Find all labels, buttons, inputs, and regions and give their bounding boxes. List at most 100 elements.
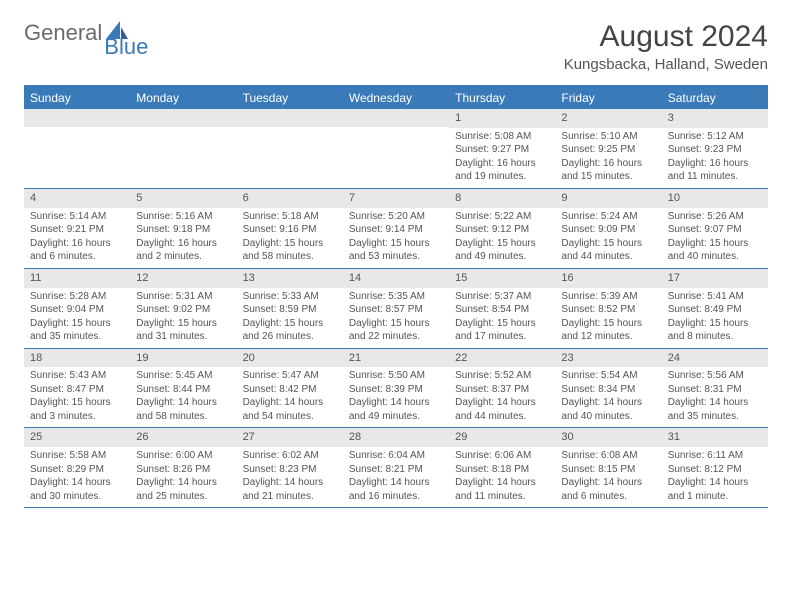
day-content: Sunrise: 5:45 AMSunset: 8:44 PMDaylight:… [130, 367, 236, 427]
day-line: Sunrise: 5:35 AM [349, 290, 443, 304]
day-line: Sunrise: 5:45 AM [136, 369, 230, 383]
weekday-header: Friday [555, 87, 661, 109]
day-content: Sunrise: 5:54 AMSunset: 8:34 PMDaylight:… [555, 367, 661, 427]
day-line: Sunset: 8:39 PM [349, 383, 443, 397]
day-cell [237, 109, 343, 188]
day-number: 19 [130, 349, 236, 368]
weekday-header-row: SundayMondayTuesdayWednesdayThursdayFrid… [24, 87, 768, 109]
day-number: 5 [130, 189, 236, 208]
day-line: Sunrise: 5:14 AM [30, 210, 124, 224]
day-number: 8 [449, 189, 555, 208]
day-content: Sunrise: 5:33 AMSunset: 8:59 PMDaylight:… [237, 288, 343, 348]
day-line: Daylight: 14 hours and 44 minutes. [455, 396, 549, 423]
day-line: Sunset: 9:09 PM [561, 223, 655, 237]
day-cell: 23Sunrise: 5:54 AMSunset: 8:34 PMDayligh… [555, 349, 661, 428]
day-line: Daylight: 15 hours and 53 minutes. [349, 237, 443, 264]
day-number: 26 [130, 428, 236, 447]
day-content: Sunrise: 5:10 AMSunset: 9:25 PMDaylight:… [555, 128, 661, 188]
day-content: Sunrise: 5:47 AMSunset: 8:42 PMDaylight:… [237, 367, 343, 427]
weekday-header: Tuesday [237, 87, 343, 109]
day-number-empty [24, 109, 130, 127]
day-content: Sunrise: 5:14 AMSunset: 9:21 PMDaylight:… [24, 208, 130, 268]
day-line: Sunset: 8:44 PM [136, 383, 230, 397]
day-number-empty [130, 109, 236, 127]
day-number: 16 [555, 269, 661, 288]
day-line: Sunrise: 5:08 AM [455, 130, 549, 144]
day-line: Sunrise: 5:31 AM [136, 290, 230, 304]
day-content: Sunrise: 5:41 AMSunset: 8:49 PMDaylight:… [662, 288, 768, 348]
day-line: Sunset: 8:23 PM [243, 463, 337, 477]
day-line: Sunset: 9:14 PM [349, 223, 443, 237]
day-line: Sunrise: 5:47 AM [243, 369, 337, 383]
day-number: 7 [343, 189, 449, 208]
day-line: Sunrise: 5:22 AM [455, 210, 549, 224]
day-cell: 18Sunrise: 5:43 AMSunset: 8:47 PMDayligh… [24, 349, 130, 428]
day-cell: 25Sunrise: 5:58 AMSunset: 8:29 PMDayligh… [24, 428, 130, 507]
day-number: 3 [662, 109, 768, 128]
day-line: Daylight: 14 hours and 58 minutes. [136, 396, 230, 423]
day-line: Daylight: 14 hours and 25 minutes. [136, 476, 230, 503]
page-title: August 2024 [564, 20, 768, 54]
day-line: Daylight: 14 hours and 1 minute. [668, 476, 762, 503]
day-line: Daylight: 15 hours and 3 minutes. [30, 396, 124, 423]
day-line: Sunrise: 5:50 AM [349, 369, 443, 383]
day-number: 25 [24, 428, 130, 447]
day-line: Sunset: 8:21 PM [349, 463, 443, 477]
day-line: Sunset: 9:07 PM [668, 223, 762, 237]
day-line: Sunrise: 5:24 AM [561, 210, 655, 224]
day-number: 24 [662, 349, 768, 368]
weekday-header: Thursday [449, 87, 555, 109]
day-line: Sunset: 9:18 PM [136, 223, 230, 237]
day-cell [130, 109, 236, 188]
day-content: Sunrise: 5:35 AMSunset: 8:57 PMDaylight:… [343, 288, 449, 348]
day-cell: 5Sunrise: 5:16 AMSunset: 9:18 PMDaylight… [130, 189, 236, 268]
day-line: Sunset: 9:25 PM [561, 143, 655, 157]
day-cell: 8Sunrise: 5:22 AMSunset: 9:12 PMDaylight… [449, 189, 555, 268]
day-line: Sunrise: 6:08 AM [561, 449, 655, 463]
day-line: Daylight: 14 hours and 30 minutes. [30, 476, 124, 503]
week-row: 4Sunrise: 5:14 AMSunset: 9:21 PMDaylight… [24, 189, 768, 269]
day-line: Daylight: 16 hours and 2 minutes. [136, 237, 230, 264]
weekday-header: Wednesday [343, 87, 449, 109]
day-cell: 2Sunrise: 5:10 AMSunset: 9:25 PMDaylight… [555, 109, 661, 188]
day-content: Sunrise: 6:00 AMSunset: 8:26 PMDaylight:… [130, 447, 236, 507]
day-line: Sunrise: 5:18 AM [243, 210, 337, 224]
day-number: 22 [449, 349, 555, 368]
day-number: 4 [24, 189, 130, 208]
day-cell [24, 109, 130, 188]
day-line: Sunrise: 6:06 AM [455, 449, 549, 463]
day-line: Sunset: 8:15 PM [561, 463, 655, 477]
day-line: Sunset: 8:18 PM [455, 463, 549, 477]
day-line: Sunrise: 6:04 AM [349, 449, 443, 463]
logo: General Blue [24, 20, 176, 46]
day-line: Sunset: 8:37 PM [455, 383, 549, 397]
day-content: Sunrise: 5:50 AMSunset: 8:39 PMDaylight:… [343, 367, 449, 427]
weekday-header: Monday [130, 87, 236, 109]
day-number: 6 [237, 189, 343, 208]
day-line: Sunset: 8:31 PM [668, 383, 762, 397]
weekday-header: Saturday [662, 87, 768, 109]
day-content: Sunrise: 5:18 AMSunset: 9:16 PMDaylight:… [237, 208, 343, 268]
day-line: Daylight: 14 hours and 11 minutes. [455, 476, 549, 503]
day-cell: 11Sunrise: 5:28 AMSunset: 9:04 PMDayligh… [24, 269, 130, 348]
day-cell: 30Sunrise: 6:08 AMSunset: 8:15 PMDayligh… [555, 428, 661, 507]
day-line: Daylight: 15 hours and 44 minutes. [561, 237, 655, 264]
day-line: Sunset: 9:12 PM [455, 223, 549, 237]
day-number: 9 [555, 189, 661, 208]
day-number: 30 [555, 428, 661, 447]
day-line: Daylight: 15 hours and 8 minutes. [668, 317, 762, 344]
location-text: Kungsbacka, Halland, Sweden [564, 56, 768, 73]
day-line: Sunrise: 5:33 AM [243, 290, 337, 304]
day-cell: 13Sunrise: 5:33 AMSunset: 8:59 PMDayligh… [237, 269, 343, 348]
day-content: Sunrise: 5:08 AMSunset: 9:27 PMDaylight:… [449, 128, 555, 188]
day-number: 15 [449, 269, 555, 288]
week-row: 11Sunrise: 5:28 AMSunset: 9:04 PMDayligh… [24, 269, 768, 349]
day-cell: 9 Sunrise: 5:24 AMSunset: 9:09 PMDaylight… [555, 189, 661, 268]
day-cell: 22Sunrise: 5:52 AMSunset: 8:37 PMDayligh… [449, 349, 555, 428]
day-number: 13 [237, 269, 343, 288]
day-line: Sunrise: 5:58 AM [30, 449, 124, 463]
day-number: 21 [343, 349, 449, 368]
day-content: Sunrise: 6:02 AMSunset: 8:23 PMDaylight:… [237, 447, 343, 507]
day-line: Daylight: 15 hours and 17 minutes. [455, 317, 549, 344]
day-cell: 14Sunrise: 5:35 AMSunset: 8:57 PMDayligh… [343, 269, 449, 348]
